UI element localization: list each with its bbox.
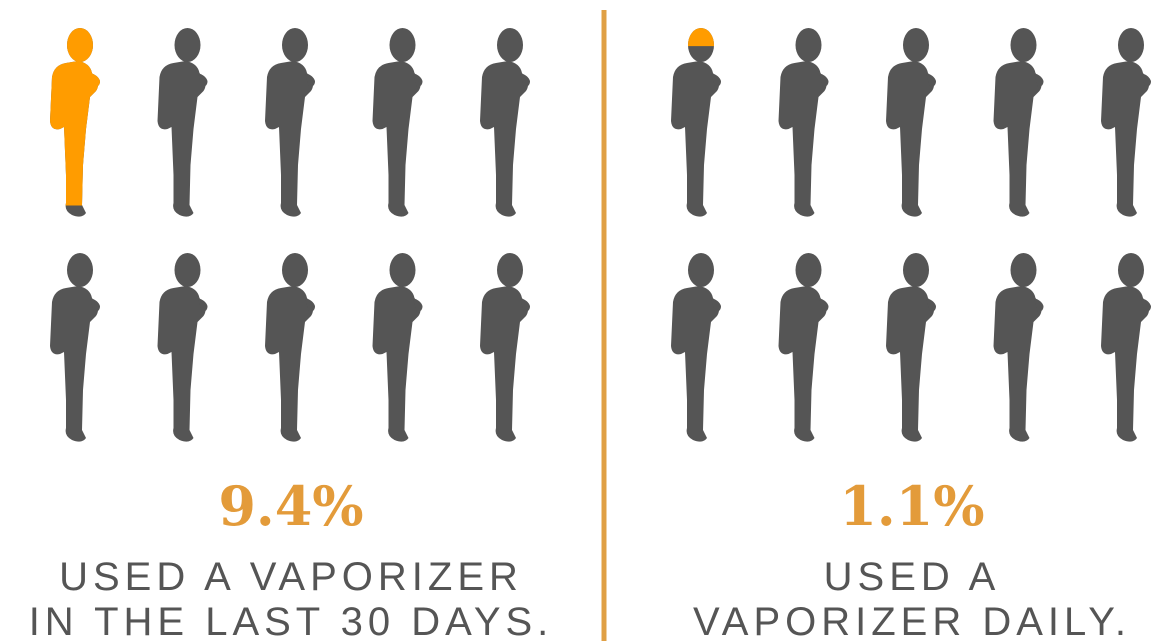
person-base xyxy=(157,28,208,217)
person-base xyxy=(480,28,530,217)
person-base xyxy=(1101,28,1151,217)
person-icon xyxy=(50,253,100,442)
person-icon xyxy=(50,28,100,217)
person-icon xyxy=(480,253,530,442)
person-icon xyxy=(372,28,423,217)
person-base xyxy=(993,28,1044,217)
person-base xyxy=(671,28,721,217)
person-base xyxy=(265,28,315,217)
person-icon xyxy=(993,253,1044,442)
person-base xyxy=(372,253,423,442)
person-icon xyxy=(372,253,423,442)
person-icon xyxy=(671,28,721,217)
person-base xyxy=(480,253,530,442)
person-icon xyxy=(1101,28,1151,217)
person-base xyxy=(157,253,208,442)
person-base xyxy=(50,253,100,442)
person-icon xyxy=(157,253,208,442)
person-base xyxy=(1101,253,1151,442)
person-icon xyxy=(886,28,936,217)
caption: VAPORIZER DAILY. xyxy=(693,600,1131,641)
person-icon xyxy=(265,253,315,442)
percent-label: 9.4% xyxy=(218,474,363,538)
caption: USED A xyxy=(824,555,1001,599)
person-base xyxy=(993,253,1044,442)
person-icon xyxy=(778,253,829,442)
person-icon xyxy=(671,253,721,442)
person-icon xyxy=(993,28,1044,217)
person-base xyxy=(265,253,315,442)
person-base xyxy=(671,253,721,442)
person-icon xyxy=(1101,253,1151,442)
person-base xyxy=(778,28,829,217)
person-base xyxy=(886,253,936,442)
person-icon xyxy=(778,28,829,217)
person-icon xyxy=(480,28,530,217)
caption: USED A VAPORIZER xyxy=(59,555,523,599)
person-base xyxy=(778,253,829,442)
person-base xyxy=(886,28,936,217)
person-icon xyxy=(886,253,936,442)
person-fill xyxy=(50,28,100,206)
person-icon xyxy=(157,28,208,217)
person-base xyxy=(372,28,423,217)
percent-label: 1.1% xyxy=(839,474,984,538)
person-icon xyxy=(265,28,315,217)
caption: IN THE LAST 30 DAYS. xyxy=(29,600,554,641)
